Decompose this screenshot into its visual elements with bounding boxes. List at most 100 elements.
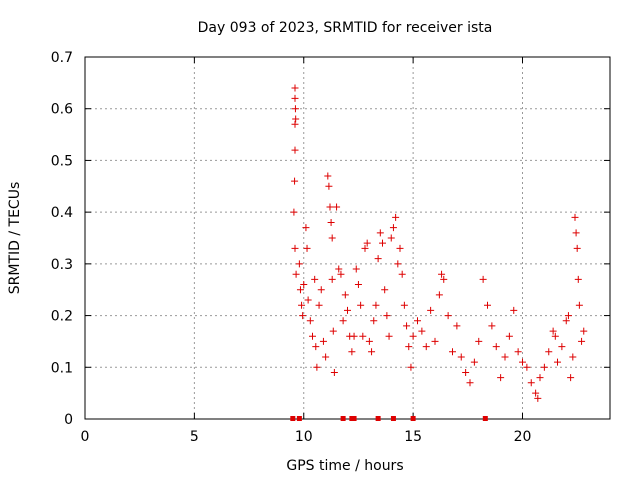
data-point [322, 353, 330, 361]
data-point [363, 239, 371, 247]
data-point [385, 332, 393, 340]
data-point [291, 120, 299, 128]
data-point [383, 312, 391, 320]
y-tick-label: 0.7 [51, 50, 73, 66]
y-tick-label: 0.2 [51, 309, 73, 325]
data-point [479, 275, 487, 283]
data-point [311, 275, 319, 283]
data-point [376, 229, 384, 237]
gap-marker [351, 416, 357, 421]
data-point [335, 265, 343, 273]
data-point [387, 234, 395, 242]
ticks [84, 56, 610, 420]
data-point [573, 244, 581, 252]
x-tick-label: 0 [81, 429, 90, 445]
data-point [296, 286, 304, 294]
plot-frame [84, 56, 611, 420]
data-point [359, 332, 367, 340]
data-point [505, 332, 513, 340]
data-point [291, 105, 299, 113]
data-point [370, 317, 378, 325]
data-point [572, 229, 580, 237]
data-point [295, 260, 303, 268]
data-point [312, 343, 320, 351]
data-point [291, 84, 299, 92]
data-point [368, 348, 376, 356]
data-point [309, 332, 316, 340]
data-point [475, 337, 483, 345]
data-point [326, 203, 334, 211]
data-point [327, 218, 335, 226]
data-point [341, 291, 349, 299]
data-point [304, 296, 312, 304]
data-point [352, 265, 360, 273]
data-point [300, 281, 308, 289]
data-point [510, 306, 518, 314]
data-point [333, 203, 341, 211]
data-point [466, 379, 474, 387]
data-point [427, 306, 435, 314]
data-point [392, 213, 400, 221]
data-point [422, 343, 430, 351]
gap-marker [290, 416, 296, 421]
data-point [418, 327, 426, 335]
gap-marker [482, 416, 488, 421]
data-point [567, 374, 575, 382]
data-point [554, 358, 561, 366]
data-point [317, 286, 325, 294]
x-tick-label: 15 [404, 429, 422, 445]
data-point [337, 270, 345, 278]
data-point [558, 343, 566, 351]
data-point [348, 348, 356, 356]
y-tick-label: 0.5 [51, 153, 73, 169]
data-point [440, 275, 448, 283]
data-point [298, 301, 306, 309]
data-point [532, 389, 540, 397]
tick-labels: 0 5 10 15 20 0 0.1 0.2 0.3 0.4 0.5 0.6 0.7 [51, 50, 532, 445]
data-point [457, 353, 465, 361]
data-point [488, 322, 496, 330]
data-point [444, 312, 452, 320]
data-point [497, 374, 505, 382]
data-point [571, 213, 579, 221]
data-point [540, 363, 548, 371]
data-point [357, 301, 365, 309]
data-point [580, 327, 588, 335]
y-tick-label: 0.4 [51, 205, 73, 221]
y-tick-label: 0.6 [51, 102, 73, 118]
data-point [407, 363, 415, 371]
gap-marker [390, 416, 396, 421]
data-point [551, 332, 559, 340]
data-point [569, 353, 577, 361]
gap-marker [340, 416, 346, 421]
data-point [329, 327, 337, 335]
data-point [536, 374, 544, 382]
data-point [394, 260, 402, 268]
data-point [315, 301, 323, 309]
data-point [381, 286, 389, 294]
gap-marker [410, 416, 416, 421]
data-point [306, 317, 314, 325]
data-point [514, 348, 522, 356]
data-point [379, 239, 386, 247]
x-tick-label: 5 [190, 429, 199, 445]
data-point [361, 244, 369, 252]
data-point [291, 177, 299, 185]
data-point [449, 348, 456, 356]
data-point [291, 244, 299, 252]
data-point [299, 312, 307, 320]
data-point [302, 224, 310, 232]
data-point [578, 337, 586, 345]
data-point [354, 281, 362, 289]
data-point [462, 368, 470, 376]
grid [85, 57, 610, 419]
y-tick-label: 0.1 [51, 360, 73, 376]
data-point [292, 115, 300, 123]
x-tick-label: 20 [514, 429, 532, 445]
data-point [527, 379, 535, 387]
data-point [435, 291, 443, 299]
data-point [403, 322, 411, 330]
data-point [398, 270, 406, 278]
data-point [400, 301, 408, 309]
data-point [313, 363, 321, 371]
